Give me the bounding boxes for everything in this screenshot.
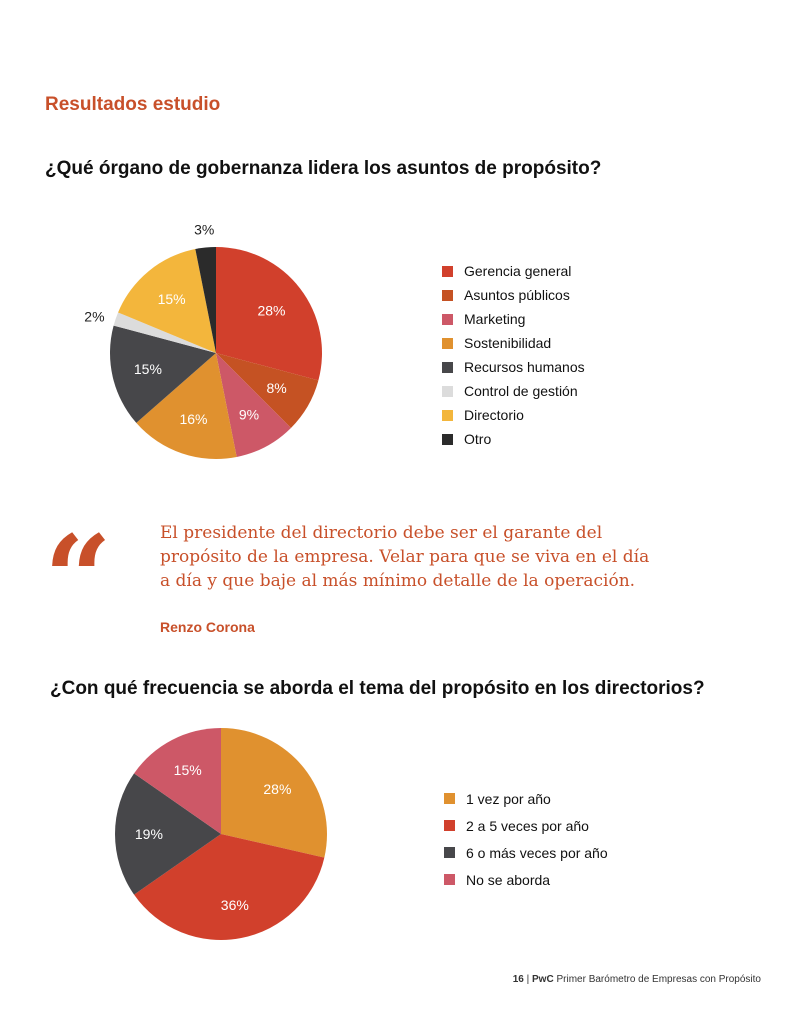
legend-item-asuntos-publicos: Asuntos públicos (442, 283, 585, 307)
legend-item-no-se-aborda: No se aborda (444, 866, 608, 893)
legend-item-6-o-mas-veces-por-ano: 6 o más veces por año (444, 839, 608, 866)
legend-item-control-de-gestion: Control de gestión (442, 379, 585, 403)
pie-slice-2-a-5-veces-por-ano (134, 834, 325, 940)
legend-item-1-vez-por-ano: 1 vez por año (444, 785, 608, 812)
legend-label: Sostenibilidad (464, 335, 552, 351)
legend-swatch (444, 820, 455, 831)
footer-separator: | (526, 974, 530, 985)
legend-swatch (442, 337, 453, 349)
quote-author: Renzo Corona (160, 619, 255, 635)
pie-label-sostenibilidad: 16% (179, 411, 207, 427)
quote-line-1: El presidente del directorio debe ser el… (160, 523, 603, 543)
pie-label-1-vez-por-ano: 28% (263, 781, 291, 797)
quote-mark-icon: “ (44, 509, 112, 648)
pie-slice-6-o-mas-veces-por-ano (115, 773, 221, 895)
legend-frequency: 1 vez por año 2 a 5 veces por año 6 o más … (444, 785, 608, 893)
chart-2-title: ¿Con qué frecuencia se aborda el tema de… (50, 678, 705, 699)
legend-swatch (444, 874, 455, 885)
quote-text: El presidente del directorio debe ser el… (160, 521, 680, 593)
legend-label: Control de gestión (464, 383, 578, 399)
legend-item-2-a-5-veces-por-ano: 2 a 5 veces por año (444, 812, 608, 839)
footer-text: Primer Barómetro de Empresas con Propósi… (556, 974, 761, 985)
quote-line-2: propósito de la empresa. Velar para que … (160, 547, 650, 567)
legend-swatch (442, 409, 453, 421)
pie-chart-governance: 28% 8% 9% 16% 15% 2% 15% 3% (84, 222, 323, 459)
legend-label: Marketing (464, 311, 526, 327)
pie-label-no-se-aborda: 15% (174, 762, 202, 778)
pie-slice-asuntos-publicos (216, 353, 319, 428)
page-number: 16 (512, 974, 524, 985)
pie-slice-no-se-aborda (134, 728, 221, 834)
legend-swatch (442, 433, 453, 445)
legend-label: Directorio (464, 407, 524, 423)
pie-label-control-de-gestion: 2% (84, 308, 104, 324)
legend-item-gerencia-general: Gerencia general (442, 259, 585, 283)
legend-label: Otro (464, 431, 492, 447)
pie-slice-marketing (216, 353, 291, 457)
legend-label: 6 o más veces por año (466, 844, 608, 861)
pie-slice-sostenibilidad (136, 353, 237, 459)
legend-item-directorio: Directorio (442, 403, 585, 427)
pie-label-asuntos-publicos: 8% (266, 380, 286, 396)
legend-label: Recursos humanos (464, 359, 585, 375)
legend-label: 2 a 5 veces por año (466, 817, 589, 834)
pie-chart-frequency: 28% 36% 19% 15% (115, 728, 327, 940)
legend-label: Gerencia general (464, 263, 572, 279)
pie-slice-otro (195, 247, 216, 353)
legend-item-otro: Otro (442, 427, 585, 451)
legend-label: Asuntos públicos (464, 287, 570, 303)
pie-label-6-o-mas-veces-por-ano: 19% (135, 826, 163, 842)
footer-brand: PwC (532, 974, 554, 985)
chart-1-title: ¿Qué órgano de gobernanza lidera los asu… (45, 158, 602, 179)
legend-swatch (442, 385, 453, 397)
legend-swatch (444, 847, 455, 858)
pie-label-2-a-5-veces-por-ano: 36% (221, 897, 249, 913)
legend-swatch (444, 793, 455, 804)
legend-swatch (442, 289, 453, 301)
legend-item-recursos-humanos: Recursos humanos (442, 355, 585, 379)
legend-label: No se aborda (466, 871, 551, 888)
legend-swatch (442, 361, 453, 373)
legend-label: 1 vez por año (466, 790, 551, 807)
pie-slice-1-vez-por-ano (221, 728, 327, 858)
pie-slice-gerencia-general (216, 247, 323, 381)
pie-slice-recursos-humanos (109, 325, 216, 423)
pie-label-otro: 3% (194, 222, 214, 238)
section-title: Resultados estudio (45, 94, 221, 115)
legend-item-marketing: Marketing (442, 307, 585, 331)
pie-label-directorio: 15% (158, 291, 186, 307)
legend-swatch (442, 265, 453, 277)
pie-slice-directorio (118, 249, 216, 353)
pie-slice-control-de-gestion (113, 312, 216, 353)
legend-governance: Gerencia general Asuntos públicos Marketin… (442, 259, 585, 451)
quote-line-3: a día y que baje al más mínimo detalle d… (160, 571, 636, 591)
pie-label-marketing: 9% (239, 407, 259, 423)
pie-label-gerencia-general: 28% (257, 302, 285, 318)
legend-swatch (442, 313, 453, 325)
pie-label-recursos-humanos: 15% (134, 361, 162, 377)
legend-item-sostenibilidad: Sostenibilidad (442, 331, 585, 355)
page-footer: 16 | PwC Primer Barómetro de Empresas co… (513, 974, 761, 985)
